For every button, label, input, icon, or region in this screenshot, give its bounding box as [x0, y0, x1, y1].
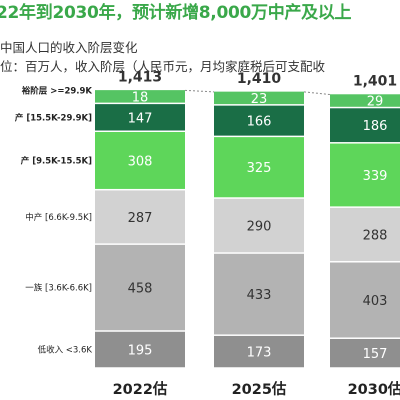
bar-segment-low-0: [95, 331, 185, 368]
segment-value-label: 287: [128, 211, 153, 226]
total-connector-line: [184, 89, 215, 93]
row-labels-group: 低收入 <3.6K 一族 [3.6K-6.6K] 中产 [6.6K-9.5K] 产 […: [15, 85, 93, 355]
bars-group: 195 458 287 308 147 18 1,413 173 433 290 325 166 23 1…: [95, 69, 400, 368]
bar-segment-middle-1: [214, 137, 304, 198]
bar-segment-upper_middle-1: [214, 105, 304, 136]
chart-title: 22年到2030年，预计新增8,000万中产及以上: [0, 3, 352, 23]
segment-value-label: 325: [247, 161, 272, 176]
segment-value-label: 290: [247, 220, 272, 235]
bar-segment-aspirant-0: [95, 244, 185, 331]
segment-value-label: 157: [363, 347, 388, 362]
segment-value-label: 288: [363, 228, 388, 243]
bar-total-label: 1,410: [237, 71, 282, 87]
bar-segment-affluent-0: [95, 90, 185, 103]
row-label-middle: 产 [9.5K-15.5K]: [21, 155, 92, 166]
segment-value-label: 173: [247, 346, 272, 361]
row-label-affluent: 裕阶层 >=29.9K: [21, 85, 93, 96]
row-label-lower_middle: 中产 [6.6K-9.5K]: [25, 212, 92, 223]
total-connector-line: [303, 91, 331, 96]
bar-segment-middle-2: [330, 143, 400, 207]
segment-value-label: 433: [247, 288, 272, 303]
bar-segment-upper_middle-0: [95, 104, 185, 131]
unit-note: 位：百万人，收入阶层（人民币元，月均家庭税后可支配收: [0, 59, 326, 74]
bar-segment-affluent-2: [330, 94, 400, 107]
segment-value-label: 308: [128, 154, 153, 169]
chart-subtitle: 中国人口的收入阶层变化: [0, 40, 138, 55]
bar-segment-lower_middle-1: [214, 198, 304, 253]
segment-value-label: 166: [247, 115, 272, 130]
bar-segment-low-2: [330, 338, 400, 368]
bar-segment-lower_middle-2: [330, 207, 400, 262]
category-label: 2030估: [348, 380, 400, 398]
segment-value-label: 458: [128, 282, 153, 297]
bar-segment-middle-0: [95, 132, 185, 189]
bar-segment-upper_middle-2: [330, 108, 400, 143]
bar-segment-affluent-1: [214, 91, 304, 105]
row-label-low: 低收入 <3.6K: [38, 345, 93, 356]
category-labels-group: 2022估 2025估 2030估: [113, 380, 400, 398]
segment-value-label: 339: [363, 169, 388, 184]
segment-value-label: 23: [251, 92, 268, 107]
bar-segment-aspirant-1: [214, 253, 304, 335]
category-label: 2025估: [232, 380, 287, 398]
segment-value-label: 147: [128, 111, 153, 126]
segment-value-label: 403: [363, 294, 388, 309]
bar-segment-aspirant-2: [330, 262, 400, 338]
segment-value-label: 29: [367, 95, 384, 110]
row-label-upper_middle: 产 [15.5K-29.9K]: [15, 112, 92, 123]
bar-segment-low-1: [214, 335, 304, 368]
bar-total-label: 1,401: [353, 74, 397, 90]
bar-segment-lower_middle-0: [95, 190, 185, 244]
row-label-aspirant: 一族 [3.6K-6.6K]: [25, 283, 92, 294]
bar-total-label: 1,413: [118, 69, 162, 85]
segment-value-label: 18: [132, 90, 149, 105]
segment-value-label: 186: [363, 119, 388, 134]
category-label: 2022估: [113, 380, 168, 398]
segment-value-label: 195: [128, 344, 153, 359]
connector-lines: [184, 89, 331, 96]
